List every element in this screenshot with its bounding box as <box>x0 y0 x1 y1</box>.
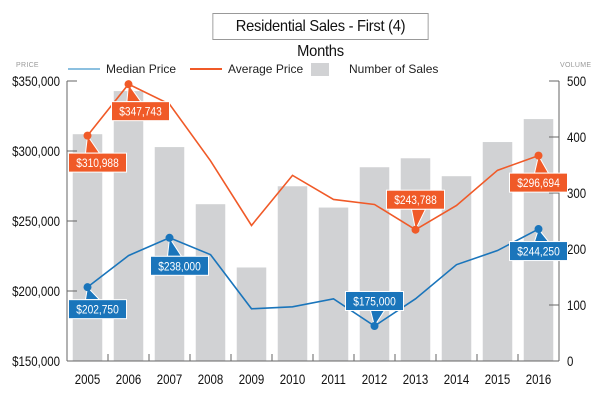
average-price-callout-box <box>509 172 568 193</box>
x-tick-label: 2014 <box>444 371 470 387</box>
x-tick-label: 2008 <box>198 371 224 387</box>
left-tick-label: $250,000 <box>12 213 60 229</box>
legend-median-price: Median Price <box>68 62 176 76</box>
axes-group: $150,000 $200,000 $250,000 $300,000 $350,000… <box>12 73 586 387</box>
left-tick-label: $300,000 <box>12 143 60 159</box>
right-tick-label: 400 <box>567 129 586 145</box>
median-price-data-label: $238,000 <box>158 261 201 274</box>
bars-group <box>72 91 554 361</box>
bar-2010 <box>277 186 308 361</box>
legend-swatch-average <box>190 68 222 70</box>
right-axis-caption: VOLUME <box>560 62 592 69</box>
labels-group: $202,750 $238,000 $175,000 $244,250 $310,988… <box>68 80 568 330</box>
median-price-callout-box <box>150 255 209 276</box>
average-price-data-label: $310,988 <box>76 157 119 170</box>
average-price-data-label: $243,788 <box>394 194 437 207</box>
x-tick-label: 2005 <box>75 371 101 387</box>
x-tick-label: 2007 <box>157 371 183 387</box>
right-tick-label: 300 <box>567 185 586 201</box>
right-tick-label: 0 <box>567 353 573 369</box>
left-tick-label: $150,000 <box>12 353 60 369</box>
legend-label-average: Average Price <box>228 62 304 76</box>
left-tick-label: $350,000 <box>12 73 60 89</box>
left-axis-caption: PRICE <box>16 62 39 69</box>
x-tick-label: 2012 <box>362 371 388 387</box>
median-price-marker <box>370 322 379 330</box>
median-price-marker <box>83 283 92 292</box>
median-price-marker <box>534 225 543 234</box>
average-price-marker <box>83 131 92 140</box>
average-price-callout-box <box>111 101 170 122</box>
median-price-callout-box <box>68 299 127 320</box>
average-price-marker <box>534 151 543 160</box>
bar-2015 <box>482 142 513 361</box>
median-price-line <box>87 228 539 327</box>
legend-label-median: Median Price <box>106 62 177 76</box>
x-tick-label: 2006 <box>116 371 142 387</box>
x-tick-label: 2009 <box>239 371 265 387</box>
median-price-callout-box <box>345 291 404 311</box>
bar-2013 <box>400 158 431 361</box>
right-tick-label: 200 <box>567 241 586 257</box>
average-price-data-label: $296,694 <box>517 177 560 190</box>
average-price-marker <box>124 80 133 89</box>
chart-title: Residential Sales - First (4) Months <box>212 13 429 60</box>
average-price-callout-box <box>386 189 445 210</box>
average-price-line <box>86 83 539 231</box>
median-price-callout-box <box>509 241 568 262</box>
x-tick-label: 2010 <box>280 371 306 387</box>
bar-2011 <box>318 207 349 361</box>
median-price-data-label: $175,000 <box>353 296 396 309</box>
bar-2009 <box>236 267 267 361</box>
average-price-callout-box <box>68 152 127 173</box>
legend-swatch-median <box>68 68 100 70</box>
x-tick-label: 2016 <box>526 371 552 387</box>
x-tick-label: 2015 <box>485 371 511 387</box>
bar-2006 <box>113 91 144 361</box>
median-price-data-label: $202,750 <box>76 304 119 317</box>
right-tick-label: 500 <box>567 73 586 89</box>
right-tick-label: 100 <box>567 297 586 313</box>
x-tick-label: 2013 <box>403 371 429 387</box>
bar-2008 <box>195 204 226 361</box>
legend-label-sales: Number of Sales <box>349 62 439 76</box>
median-price-marker <box>165 233 174 242</box>
bar-2014 <box>441 176 472 361</box>
legend-swatch-sales <box>311 62 329 76</box>
left-tick-label: $200,000 <box>12 283 60 299</box>
x-tick-label: 2011 <box>321 371 346 387</box>
average-price-marker <box>411 225 420 234</box>
legend-number-of-sales: Number of Sales <box>311 62 438 76</box>
median-price-data-label: $244,250 <box>517 246 560 259</box>
legend-average-price: Average Price <box>190 62 303 76</box>
bar-2012 <box>359 167 390 361</box>
average-price-data-label: $347,743 <box>119 106 162 119</box>
